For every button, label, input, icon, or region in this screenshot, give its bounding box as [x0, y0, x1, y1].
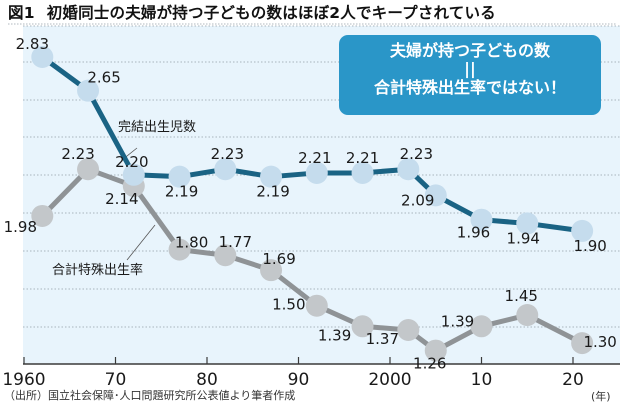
data-point	[122, 163, 145, 186]
x-axis-unit: (年)	[591, 390, 611, 403]
series-name-completed: 完結出生児数	[118, 120, 196, 135]
data-point	[77, 79, 100, 102]
series-group	[31, 46, 594, 362]
x-tick-label: 70	[105, 370, 127, 390]
data-point	[351, 161, 374, 184]
data-point	[260, 259, 283, 282]
callout-line2: 合計特殊出生率ではない！	[373, 78, 566, 97]
data-label: 1.69	[262, 250, 295, 268]
data-label: 1.77	[219, 233, 252, 251]
data-label: 1.37	[366, 330, 399, 348]
data-point	[305, 294, 328, 317]
data-point	[305, 161, 328, 184]
data-point	[470, 315, 493, 338]
data-label: 2.19	[256, 183, 289, 201]
x-tick-label: 2000	[368, 370, 411, 390]
x-tick-label: 20	[562, 370, 584, 390]
data-point	[424, 184, 447, 207]
data-label: 2.21	[298, 149, 331, 167]
source-note: （出所）国立社会保障･人口問題研究所公表値より筆者作成	[4, 389, 296, 402]
data-label: 1.94	[507, 229, 540, 247]
x-ticks: 1960 70 80 90 2000 10 20	[2, 357, 584, 390]
data-point	[516, 304, 539, 327]
data-label: 1.26	[413, 355, 446, 373]
callout-line1: 夫婦が持つ子どもの数	[389, 41, 550, 60]
title-text: 初婚同士の夫婦が持つ子どもの数はほぼ2人でキープされている	[46, 4, 496, 22]
x-tick-label: 10	[471, 370, 493, 390]
data-label: 2.83	[16, 35, 49, 53]
data-point	[214, 244, 237, 267]
data-point	[470, 208, 493, 231]
data-point	[397, 158, 420, 181]
data-point	[516, 212, 539, 235]
data-label: 1.39	[318, 326, 351, 344]
leader-line-tfr	[126, 224, 156, 261]
data-label: 1.39	[441, 312, 474, 330]
x-tick-label: 80	[196, 370, 218, 390]
data-label: 2.14	[105, 190, 138, 208]
data-point	[31, 204, 54, 227]
data-label: 2.19	[165, 183, 198, 201]
data-point	[571, 332, 594, 355]
data-label: 1.45	[505, 287, 538, 305]
data-label: 1.98	[4, 218, 37, 236]
callout-box: 夫婦が持つ子どもの数 || 合計特殊出生率ではない！	[339, 35, 601, 115]
data-point	[168, 165, 191, 188]
data-point	[168, 238, 191, 261]
data-point	[397, 319, 420, 342]
data-label: 1.80	[175, 234, 208, 252]
data-label: 1.30	[583, 333, 616, 351]
x-tick-label: 1960	[2, 370, 45, 390]
data-label: 2.65	[87, 69, 120, 87]
data-point	[571, 219, 594, 242]
data-point	[31, 46, 54, 68]
figure-number: 図1	[8, 4, 35, 22]
data-labels: 2.83 2.65 2.20 2.19 2.23 2.19 2.21 2.21 2.23 2.09…	[4, 35, 617, 373]
callout-equals: ||	[464, 59, 476, 78]
data-point	[424, 339, 447, 362]
data-label: 2.23	[400, 145, 433, 163]
data-point	[77, 158, 100, 181]
data-label: 2.20	[115, 153, 148, 171]
data-label: 1.96	[457, 224, 490, 242]
data-label: 1.90	[573, 237, 606, 255]
data-label: 2.23	[61, 145, 94, 163]
data-point	[214, 158, 237, 181]
data-point	[351, 315, 374, 338]
chart-title: 図1 初婚同士の夫婦が持つ子どもの数はほぼ2人でキープされている	[8, 1, 496, 23]
data-point	[260, 165, 283, 188]
series-name-tfr: 合計特殊出生率	[52, 262, 143, 278]
data-label: 2.23	[211, 145, 244, 163]
data-label: 1.50	[272, 296, 305, 314]
x-tick-label: 90	[288, 370, 310, 390]
data-label: 2.21	[346, 149, 379, 167]
data-label: 2.09	[401, 191, 434, 209]
